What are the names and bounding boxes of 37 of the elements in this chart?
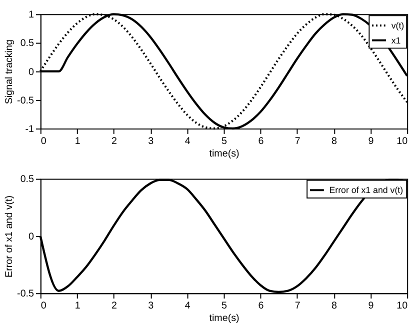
x-tick-label: 7 xyxy=(294,136,300,147)
legend-label: x1 xyxy=(391,35,401,46)
x-tick-label: 0 xyxy=(40,300,47,312)
x-tick-label: 0 xyxy=(40,136,47,147)
y-axis-title: Error of x1 and v(t) xyxy=(4,195,16,278)
x-tick-label: 8 xyxy=(332,300,338,312)
y-tick-label: -0.5 xyxy=(17,288,35,300)
y-tick-label: 0.5 xyxy=(20,38,35,50)
x-axis-title: time(s) xyxy=(209,313,240,324)
x-tick-label: 4 xyxy=(184,300,191,312)
legend-label: v(t) xyxy=(391,20,404,30)
y-tick-label: 1 xyxy=(28,10,34,21)
x-tick-label: 3 xyxy=(148,300,154,312)
x-tick-label: 2 xyxy=(112,136,117,147)
x-tick-label: 1 xyxy=(74,136,80,147)
x-tick-label: 9 xyxy=(368,300,374,312)
x-tick-label: 4 xyxy=(184,136,191,147)
x-tick-label: 10 xyxy=(396,136,408,147)
y-tick-label: -0.5 xyxy=(17,95,35,106)
x-axis-title: time(s) xyxy=(209,148,240,160)
x-tick-label: 2 xyxy=(112,300,117,312)
x-tick-label: 9 xyxy=(368,136,374,147)
x-tick-label: 8 xyxy=(332,136,338,147)
x-tick-label: 5 xyxy=(222,136,228,147)
x-tick-label: 6 xyxy=(258,136,264,147)
y-tick-label: -1 xyxy=(25,124,34,135)
y-axis-title: Signal tracking xyxy=(4,40,16,104)
x-tick-label: 6 xyxy=(258,300,264,312)
x-tick-label: 3 xyxy=(148,136,154,147)
x-tick-label: 1 xyxy=(74,300,80,312)
x-tick-label: 7 xyxy=(294,300,300,312)
x-tick-label: 5 xyxy=(222,300,228,312)
y-tick-label: 0 xyxy=(28,66,35,78)
x-tick-label: 10 xyxy=(396,300,408,312)
y-tick-label: 0.5 xyxy=(20,174,35,186)
y-tick-label: 0 xyxy=(28,231,35,242)
legend-label: Error of x1 and v(t) xyxy=(329,185,404,196)
